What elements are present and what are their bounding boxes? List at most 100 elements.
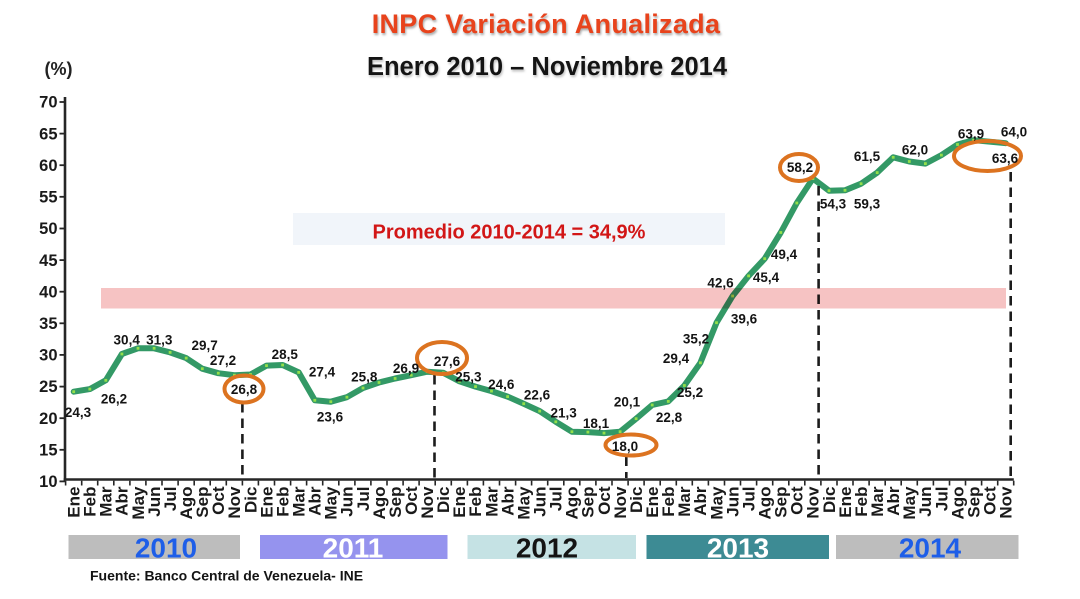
svg-text:Dic: Dic (241, 487, 260, 513)
svg-text:Sep: Sep (964, 487, 983, 518)
svg-text:25,8: 25,8 (351, 369, 378, 384)
svg-text:Jun: Jun (145, 487, 164, 517)
svg-text:10: 10 (39, 473, 57, 491)
svg-text:24,3: 24,3 (65, 405, 92, 420)
svg-text:39,6: 39,6 (731, 312, 758, 327)
svg-text:65: 65 (39, 125, 57, 143)
svg-text:22,8: 22,8 (656, 410, 683, 425)
svg-text:Ene: Ene (836, 487, 855, 518)
svg-text:2014: 2014 (899, 533, 962, 564)
svg-text:Jun: Jun (531, 487, 550, 517)
svg-text:59,3: 59,3 (854, 197, 881, 212)
svg-text:31,3: 31,3 (146, 333, 173, 348)
svg-text:63,9: 63,9 (958, 127, 984, 142)
svg-text:Abr: Abr (691, 486, 710, 516)
svg-text:Dic: Dic (820, 487, 839, 513)
svg-text:Feb: Feb (81, 487, 100, 517)
svg-text:27,6: 27,6 (434, 354, 461, 369)
svg-text:May: May (707, 486, 726, 520)
svg-text:28,5: 28,5 (272, 347, 299, 362)
svg-text:Feb: Feb (273, 487, 292, 517)
svg-text:Feb: Feb (852, 487, 871, 517)
svg-text:Ago: Ago (563, 487, 582, 520)
svg-text:May: May (129, 486, 148, 520)
svg-text:Fuente: Banco Central de Venez: Fuente: Banco Central de Venezuela- INE (90, 568, 363, 584)
svg-text:Ene: Ene (450, 487, 469, 518)
svg-text:Nov: Nov (611, 486, 630, 519)
svg-text:60: 60 (39, 157, 57, 175)
svg-text:45: 45 (39, 252, 57, 270)
svg-text:Ago: Ago (177, 487, 196, 520)
svg-text:27,2: 27,2 (210, 353, 236, 368)
svg-text:Ene: Ene (65, 487, 84, 518)
svg-text:Feb: Feb (659, 487, 678, 517)
svg-text:Jul: Jul (739, 487, 758, 512)
svg-text:30: 30 (39, 347, 57, 365)
svg-text:18,1: 18,1 (583, 416, 610, 431)
svg-text:Nov: Nov (804, 486, 823, 519)
svg-text:Oct: Oct (788, 486, 807, 515)
svg-text:Mar: Mar (675, 486, 694, 517)
svg-text:45,4: 45,4 (753, 270, 780, 285)
svg-text:Oct: Oct (981, 486, 1000, 515)
svg-text:40: 40 (39, 283, 57, 301)
svg-text:Mar: Mar (868, 486, 887, 517)
svg-text:62,0: 62,0 (902, 143, 928, 158)
svg-text:2011: 2011 (323, 533, 384, 564)
svg-text:Jun: Jun (338, 487, 357, 517)
svg-text:Abr: Abr (113, 486, 132, 516)
svg-text:Jul: Jul (354, 487, 373, 512)
svg-text:Dic: Dic (627, 487, 646, 513)
svg-text:22,6: 22,6 (524, 388, 551, 403)
svg-text:Ene: Ene (257, 487, 276, 518)
svg-text:55: 55 (39, 189, 57, 207)
svg-text:20: 20 (39, 410, 57, 428)
svg-text:21,3: 21,3 (550, 406, 577, 421)
svg-text:25: 25 (39, 378, 57, 396)
svg-text:35,2: 35,2 (683, 332, 709, 347)
svg-text:23,6: 23,6 (317, 410, 344, 425)
svg-text:Ago: Ago (370, 487, 389, 520)
svg-text:Nov: Nov (997, 486, 1016, 519)
svg-text:25,2: 25,2 (677, 385, 703, 400)
svg-text:26,8: 26,8 (231, 382, 258, 397)
svg-text:26,9: 26,9 (393, 361, 419, 376)
svg-text:20,1: 20,1 (614, 394, 641, 409)
svg-text:49,4: 49,4 (771, 247, 798, 262)
svg-text:Sep: Sep (579, 487, 598, 518)
svg-text:63,6: 63,6 (992, 151, 1019, 166)
svg-text:Sep: Sep (386, 487, 405, 518)
svg-text:May: May (900, 486, 919, 520)
svg-text:Nov: Nov (225, 486, 244, 519)
svg-text:Promedio 2010-2014 = 34,9%: Promedio 2010-2014 = 34,9% (373, 222, 646, 244)
svg-text:50: 50 (39, 220, 57, 238)
svg-text:Enero 2010 – Noviembre 2014: Enero 2010 – Noviembre 2014 (367, 53, 728, 81)
svg-text:27,4: 27,4 (309, 365, 336, 380)
svg-text:Oct: Oct (209, 486, 228, 515)
svg-text:Jul: Jul (932, 487, 951, 512)
svg-text:42,6: 42,6 (707, 276, 734, 291)
svg-text:(%): (%) (45, 59, 73, 79)
svg-text:Jul: Jul (547, 487, 566, 512)
svg-text:Ago: Ago (756, 487, 775, 520)
svg-text:15: 15 (39, 442, 57, 460)
svg-text:Jul: Jul (161, 487, 180, 512)
svg-text:Feb: Feb (466, 487, 485, 517)
svg-text:Oct: Oct (402, 486, 421, 515)
svg-text:2010: 2010 (135, 533, 197, 564)
svg-text:Oct: Oct (595, 486, 614, 515)
svg-text:Abr: Abr (884, 486, 903, 516)
svg-text:Jun: Jun (723, 487, 742, 517)
svg-text:Mar: Mar (482, 486, 501, 517)
svg-text:Sep: Sep (193, 487, 212, 518)
svg-text:Ago: Ago (948, 487, 967, 520)
svg-text:29,7: 29,7 (191, 338, 217, 353)
svg-text:70: 70 (39, 94, 57, 112)
svg-text:30,4: 30,4 (114, 333, 141, 348)
svg-text:24,6: 24,6 (488, 377, 515, 392)
svg-text:Mar: Mar (290, 486, 309, 517)
svg-text:35: 35 (39, 315, 57, 333)
svg-text:Ene: Ene (643, 487, 662, 518)
svg-text:May: May (515, 486, 534, 520)
svg-text:Jun: Jun (916, 487, 935, 517)
